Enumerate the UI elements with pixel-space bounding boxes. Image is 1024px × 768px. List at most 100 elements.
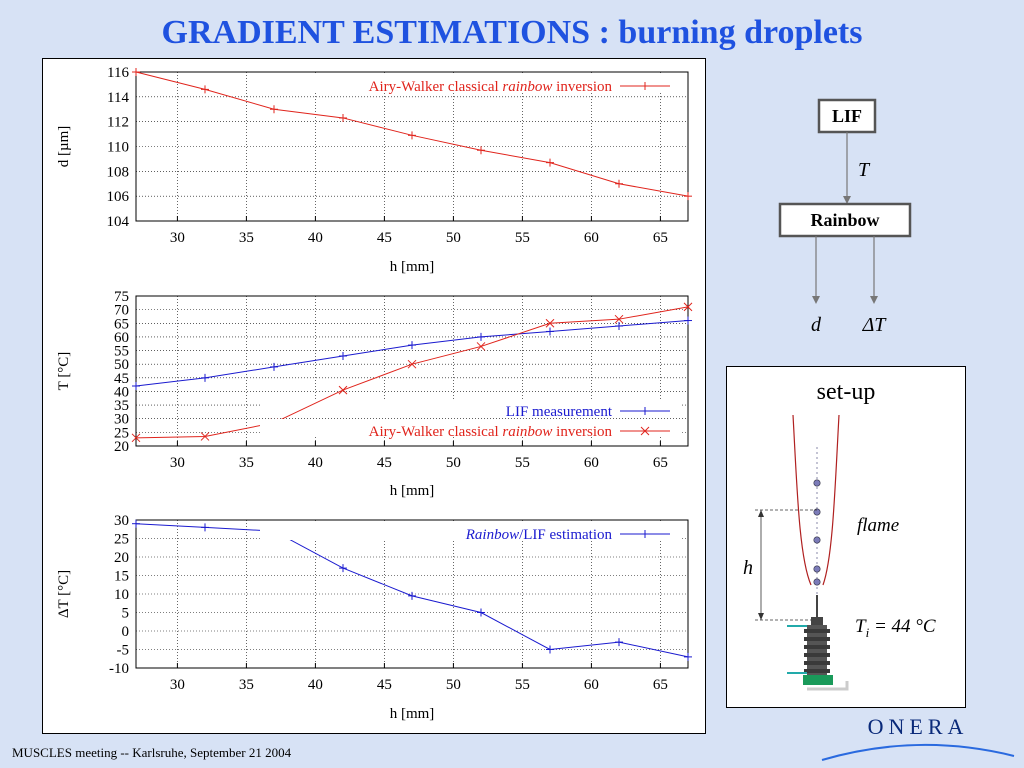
x-axis-label: h [mm] [390, 483, 435, 499]
legend-label: Rainbow/LIF estimation [465, 527, 613, 543]
droplet-icon [813, 508, 821, 516]
tick-label-y: 116 [107, 65, 129, 81]
plot-frame [135, 295, 689, 447]
tick-label-y: 104 [107, 214, 130, 230]
slide-title: GRADIENT ESTIMATIONS : burning droplets [161, 14, 863, 51]
tick-label-x: 45 [377, 455, 392, 471]
arrowhead [758, 613, 764, 620]
data-point [683, 302, 693, 312]
data-point [407, 359, 417, 369]
legend-label: LIF measurement [506, 404, 613, 420]
series-line [135, 523, 689, 658]
logo-text: ONERA [868, 714, 969, 739]
y-axis-label: d [µm] [56, 126, 72, 168]
arrowhead [843, 196, 851, 204]
tick-label-y: 30 [114, 513, 129, 529]
tick-label-y: 5 [122, 606, 130, 622]
data-point [545, 318, 555, 328]
tick-label-x: 55 [515, 455, 530, 471]
h-label: h [743, 557, 753, 579]
tick-label-x: 65 [653, 230, 668, 246]
legend-bg [260, 74, 680, 92]
data-point [640, 426, 650, 436]
tick-label-y: 25 [114, 425, 129, 441]
tick-label-x: 50 [446, 455, 461, 471]
onera-logo: ONERA [821, 714, 1015, 761]
droplet-icon [813, 578, 821, 586]
tick-label-x: 30 [170, 455, 185, 471]
data-point [614, 314, 624, 324]
tick-label-x: 35 [239, 230, 254, 246]
tick-label-y: 55 [114, 344, 129, 360]
tick-label-y: 65 [114, 316, 129, 332]
data-point [476, 342, 486, 351]
flame-outline-left [792, 414, 812, 586]
data-point [338, 385, 348, 395]
tick-label-x: 40 [308, 677, 323, 693]
lif-box [817, 98, 877, 134]
x-axis-label: h [mm] [390, 706, 435, 722]
tick-label-y: 35 [114, 398, 129, 414]
tick-label-y: 50 [114, 357, 129, 373]
legend-label: Airy-Walker classical rainbow inversion [369, 79, 613, 95]
legend-bg [260, 419, 680, 437]
tick-label-y: 30 [114, 412, 129, 428]
tick-label-x: 35 [239, 455, 254, 471]
legend-bg [260, 522, 680, 540]
data-point [200, 432, 210, 441]
edge-label-t: T [858, 159, 871, 181]
plot-frame [135, 71, 689, 222]
droplet-icon [813, 536, 821, 544]
tick-label-y: 40 [114, 384, 129, 400]
droplet-icon [813, 565, 821, 573]
flowchart: LIF T Rainbow d ΔT [778, 98, 912, 336]
tick-label-y: 112 [107, 115, 129, 131]
tick-label-y: 70 [114, 303, 129, 319]
tick-label-x: 65 [653, 677, 668, 693]
tick-label-y: 110 [107, 140, 129, 156]
tick-label-x: 30 [170, 677, 185, 693]
tick-label-x: 45 [377, 677, 392, 693]
tick-label-x: 55 [515, 230, 530, 246]
arrowhead [758, 510, 764, 517]
lif-box-label: LIF [832, 106, 862, 126]
arrowhead [870, 296, 878, 304]
tick-label-y: 45 [114, 371, 129, 387]
tick-label-y: 20 [114, 550, 129, 566]
tick-label-y: 114 [107, 90, 129, 106]
tick-label-x: 65 [653, 455, 668, 471]
tick-label-y: 75 [114, 289, 129, 305]
ti-label: Ti = 44 °C [855, 616, 936, 640]
legend-bg [260, 399, 680, 417]
injector-base [803, 675, 833, 685]
charts-panel: 30 35 40 45 50 55 60 65 104 106 108 110 112 114 116 h [… [42, 58, 706, 734]
tick-label-y: 108 [107, 164, 130, 180]
tick-label-x: 35 [239, 677, 254, 693]
output-dt: ΔT [862, 314, 888, 336]
flame-label: flame [857, 515, 899, 536]
tick-label-x: 60 [584, 677, 599, 693]
series-line [135, 320, 689, 387]
tick-label-x: 40 [308, 230, 323, 246]
rainbow-box-label: Rainbow [810, 210, 879, 230]
tick-label-y: 0 [122, 624, 130, 640]
tick-label-x: 60 [584, 230, 599, 246]
tick-label-x: 55 [515, 677, 530, 693]
tick-label-x: 40 [308, 455, 323, 471]
output-d: d [811, 314, 822, 336]
footer-text: MUSCLES meeting -- Karlsruhe, September … [12, 745, 292, 760]
legend-label: Airy-Walker classical rainbow inversion [369, 424, 613, 440]
droplet-icon [813, 479, 821, 487]
plot-frame [135, 519, 689, 669]
setup-panel: set-up h flame Ti = [726, 366, 966, 708]
flame-outline-right [822, 414, 840, 586]
y-axis-label: T [°C] [56, 352, 72, 391]
base-support [807, 681, 849, 691]
logo-swoosh [821, 743, 1015, 761]
injector-body [804, 625, 830, 675]
tick-label-y: 10 [114, 587, 129, 603]
tick-label-x: 50 [446, 230, 461, 246]
tick-label-x: 60 [584, 455, 599, 471]
tick-label-y: 25 [114, 532, 129, 548]
